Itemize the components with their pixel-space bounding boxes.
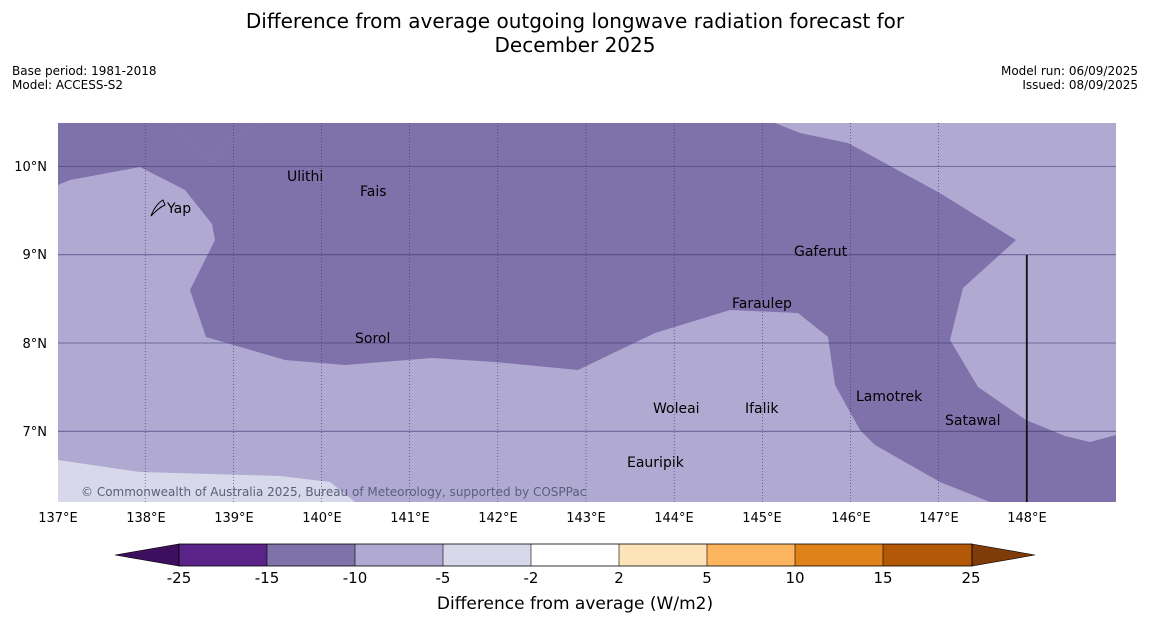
band-minus15-minus10-main [58, 123, 1116, 502]
place-label-yap: Yap [166, 201, 191, 217]
place-label-satawal: Satawal [945, 413, 1000, 429]
colorbar-tick-label: -2 [524, 569, 539, 587]
model-name: Model: ACCESS-S2 [12, 78, 124, 92]
yap-island [150, 199, 166, 217]
base-info: Base period: 1981-2018 Model: ACCESS-S2 [12, 64, 157, 92]
colorbar-tick-label: -10 [343, 569, 368, 587]
colorbar-segment [619, 544, 707, 566]
lat-tick-label: 8°N [23, 337, 48, 352]
issued-date: Issued: 08/09/2025 [1022, 78, 1138, 92]
colorbar-tick-label: 25 [961, 569, 980, 587]
colorbar-outline [178, 543, 973, 567]
lon-tick-label: 145°E [742, 511, 782, 526]
colorbar-segment [443, 544, 531, 566]
lon-tick-label: 148°E [1007, 511, 1047, 526]
latitude-tick-labels: 10°N 9°N 8°N 7°N [14, 160, 47, 440]
lon-tick-label: 139°E [214, 511, 254, 526]
lon-tick-label: 140°E [302, 511, 342, 526]
colorbar-segment [179, 544, 267, 566]
colorbar-dividers [266, 544, 884, 566]
title-line-1: Difference from average outgoing longwav… [245, 9, 905, 33]
place-label-fais: Fais [360, 184, 387, 200]
colorbar-segment [707, 544, 795, 566]
lon-tick-label: 142°E [478, 511, 518, 526]
lat-tick-label: 7°N [23, 425, 48, 440]
place-label-lamotrek: Lamotrek [856, 389, 923, 405]
place-label-faraulep: Faraulep [732, 296, 792, 312]
base-period: Base period: 1981-2018 [12, 64, 157, 78]
colorbar-extend-high [971, 543, 1036, 567]
place-label-eauripik: Eauripik [627, 455, 685, 471]
longitude-tick-labels: 137°E 138°E 139°E 140°E 141°E 142°E 143°… [38, 511, 1047, 526]
lon-tick-label: 143°E [566, 511, 606, 526]
colorbar-tick-label: -25 [167, 569, 192, 587]
place-label-ulithi: Ulithi [287, 169, 323, 185]
lon-tick-label: 147°E [919, 511, 959, 526]
place-label-ifalik: Ifalik [745, 401, 779, 417]
place-label-gaferut: Gaferut [794, 244, 848, 260]
colorbar-tick-label: 10 [785, 569, 804, 587]
lon-tick-label: 141°E [390, 511, 430, 526]
colorbar-tick-labels: -25 -15 -10 -5 -2 2 5 10 15 25 [167, 569, 981, 587]
colorbar-extend-low [114, 543, 180, 567]
lon-tick-label: 137°E [38, 511, 78, 526]
forecast-map: Ulithi Fais Yap Gaferut Faraulep Sorol L… [14, 123, 1116, 526]
lon-tick-label: 146°E [831, 511, 871, 526]
place-label-woleai: Woleai [653, 401, 700, 417]
colorbar-tick-label: -15 [255, 569, 280, 587]
colorbar-segment [531, 544, 619, 566]
lat-tick-label: 9°N [23, 248, 48, 263]
colorbar-title: Difference from average (W/m2) [436, 594, 714, 614]
place-label-sorol: Sorol [355, 331, 390, 347]
chart-title: Difference from average outgoing longwav… [0, 9, 1150, 57]
title-line-2: December 2025 [494, 33, 656, 57]
grid-lines [58, 123, 1116, 502]
colorbar-tick-label: 2 [614, 569, 624, 587]
model-run-date: Model run: 06/09/2025 [1000, 64, 1138, 78]
colorbar-segment [795, 544, 883, 566]
colorbar-tick-label: 15 [873, 569, 892, 587]
copyright-notice: © Commonwealth of Australia 2025, Bureau… [81, 485, 586, 499]
lat-tick-label: 10°N [14, 160, 47, 175]
colorbar-segment [267, 544, 355, 566]
lon-tick-label: 138°E [126, 511, 166, 526]
colorbar-segment [355, 544, 443, 566]
colorbar: -25 -15 -10 -5 -2 2 5 10 15 25 [114, 543, 1036, 587]
colorbar-tick-label: -5 [436, 569, 451, 587]
colorbar-segment [883, 544, 972, 566]
colorbar-tick-label: 5 [702, 569, 712, 587]
place-labels: Ulithi Fais Yap Gaferut Faraulep Sorol L… [166, 169, 1000, 471]
band-minus5-minus2 [58, 460, 355, 502]
lon-tick-label: 144°E [654, 511, 694, 526]
run-info: Model run: 06/09/2025 Issued: 08/09/2025 [1001, 64, 1138, 92]
